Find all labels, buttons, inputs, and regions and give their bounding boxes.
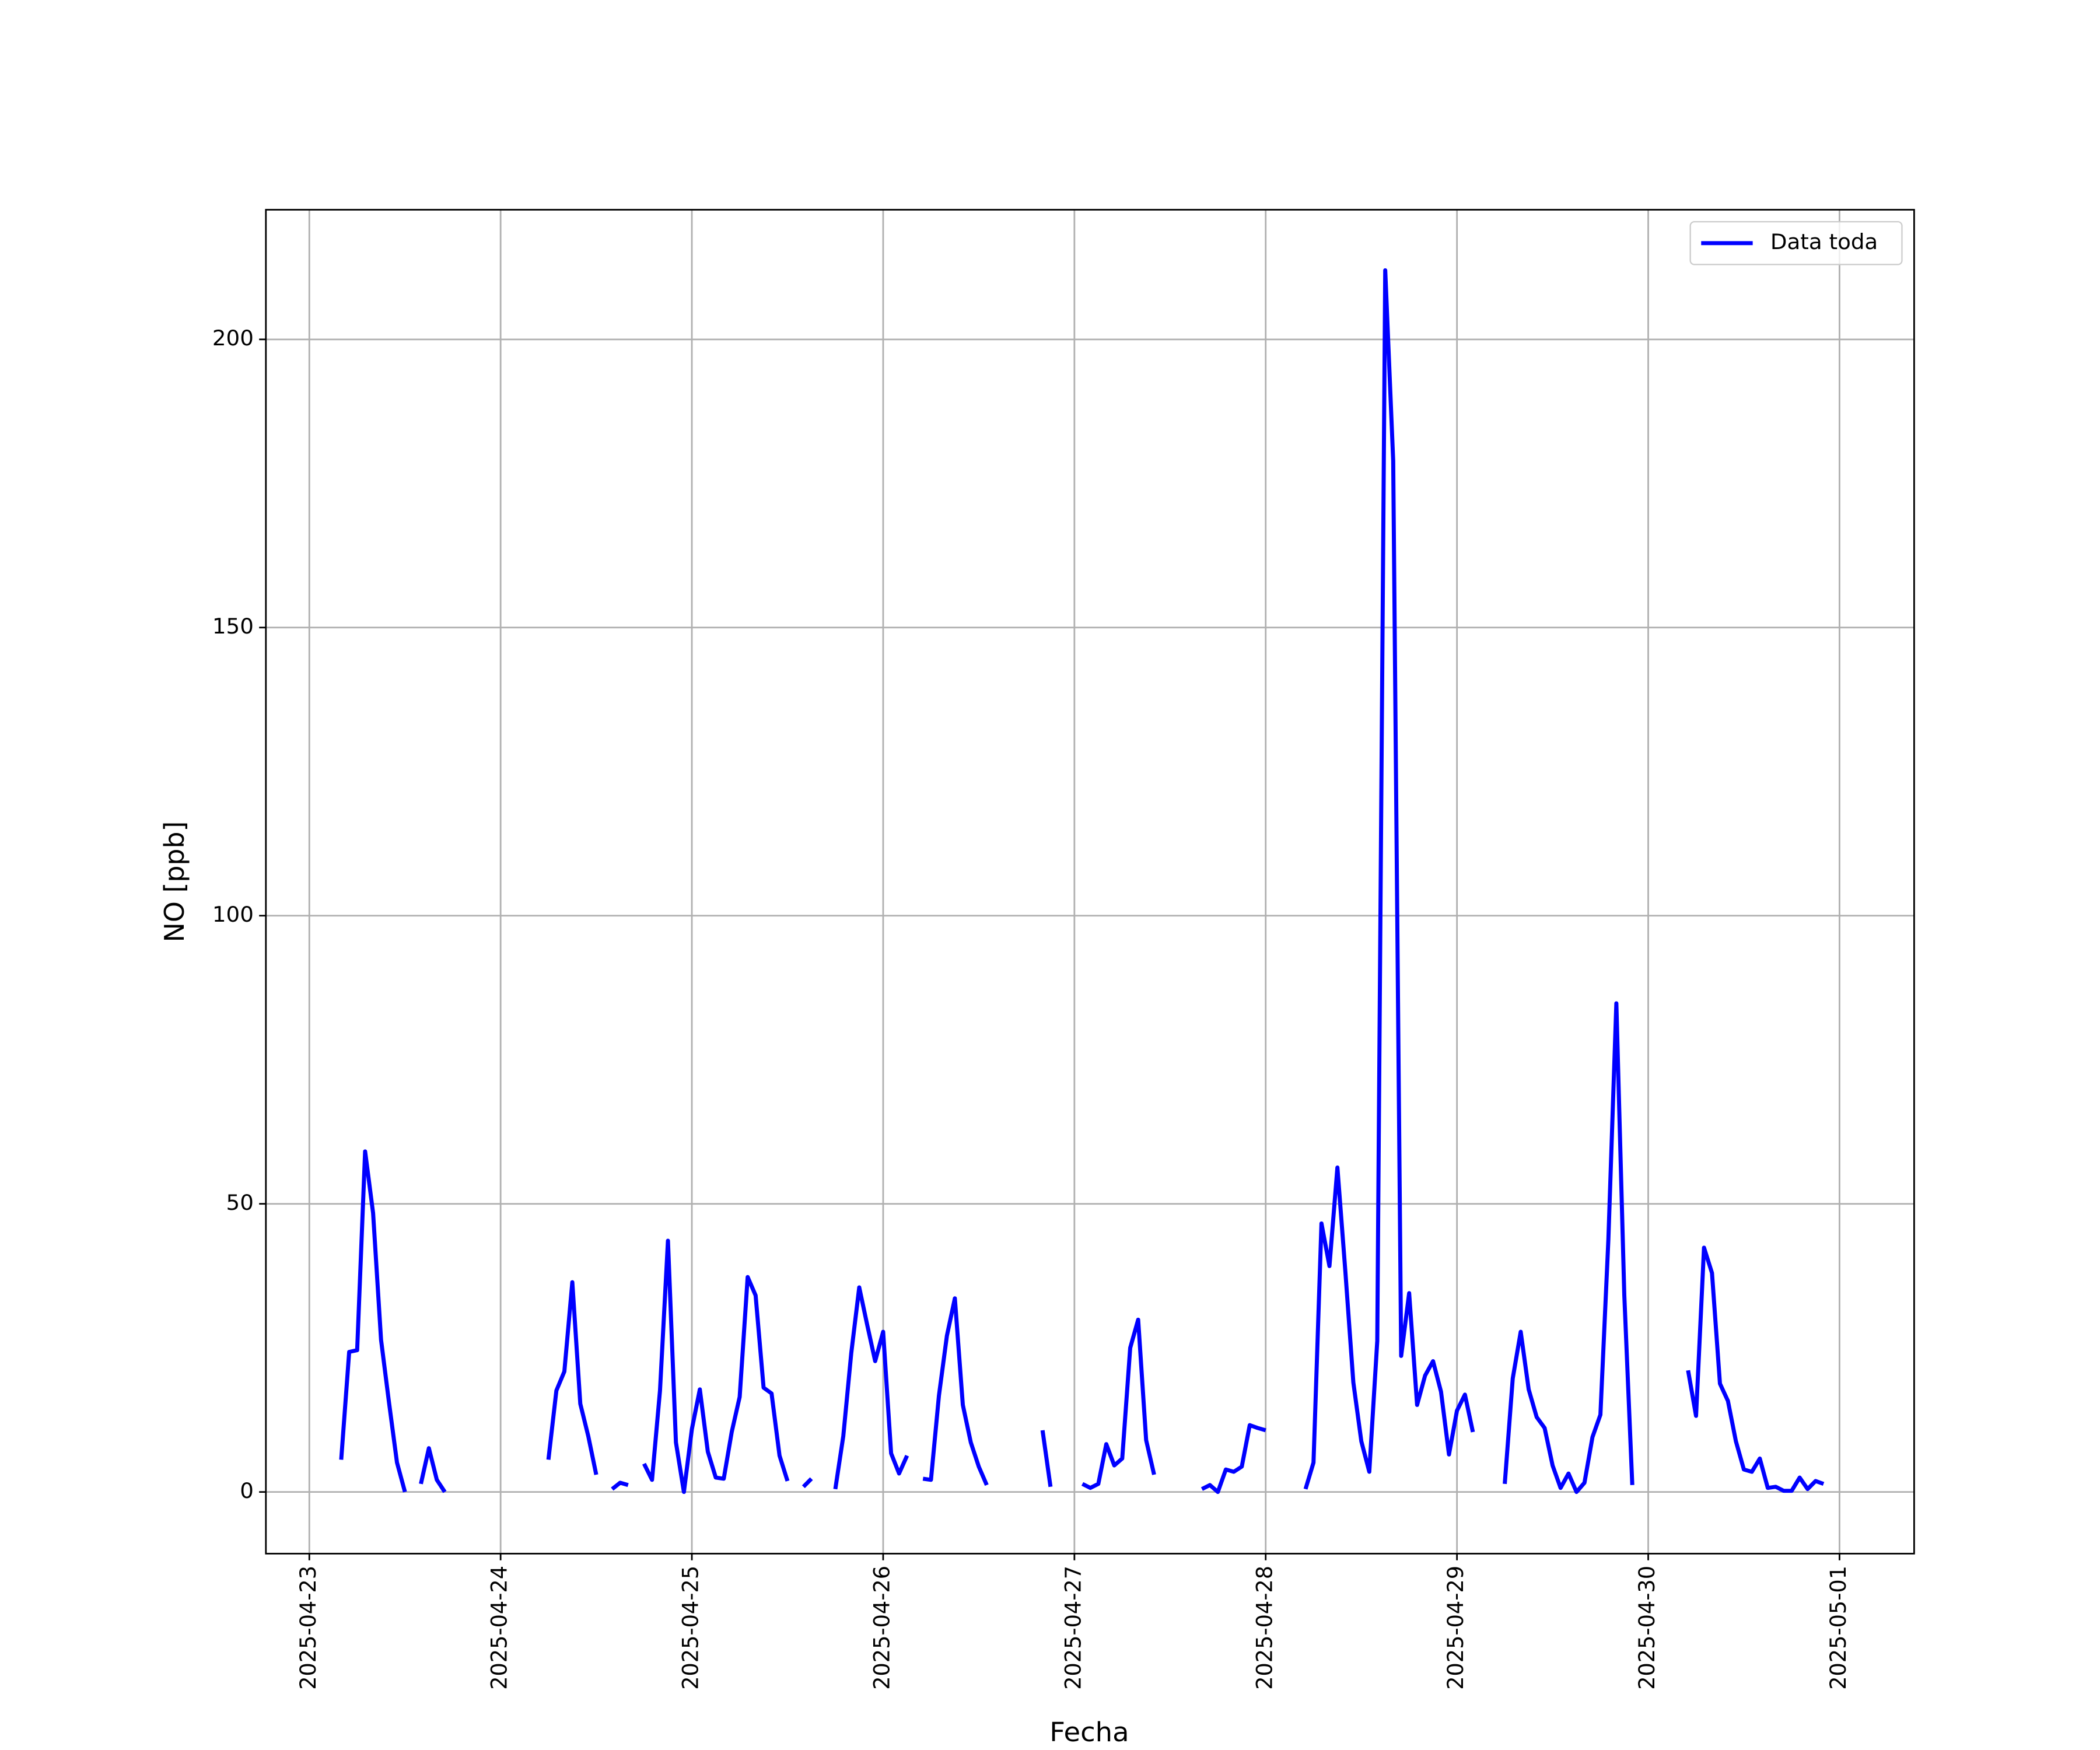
y-tick-label: 150 xyxy=(212,614,254,639)
plot-area xyxy=(339,268,1825,1494)
legend: Data toda xyxy=(1689,221,1903,265)
y-tick-label: 0 xyxy=(240,1478,254,1503)
ticks: 0 50 100 150 200 2025-04-23 2025-04-24 2025-04-… xyxy=(212,326,1851,1690)
x-tick-label: 2025-04-25 xyxy=(678,1566,703,1690)
x-tick-label: 2025-04-27 xyxy=(1060,1566,1086,1690)
x-tick-label: 2025-04-29 xyxy=(1443,1566,1468,1690)
y-axis-label: NO [ppb] xyxy=(159,821,190,943)
x-tick-label: 2025-04-28 xyxy=(1252,1566,1277,1690)
x-tick-label: 2025-05-01 xyxy=(1826,1566,1851,1690)
legend-box xyxy=(1689,221,1903,265)
x-tick-label: 2025-04-30 xyxy=(1634,1566,1660,1690)
x-tick-label: 2025-04-24 xyxy=(487,1566,512,1690)
y-tick-label: 200 xyxy=(212,326,254,351)
y-tick-label: 100 xyxy=(212,902,254,927)
legend-label: Data toda xyxy=(1770,229,1878,254)
grid xyxy=(265,209,1915,1554)
x-tick-label: 2025-04-26 xyxy=(869,1566,894,1690)
x-tick-label: 2025-04-23 xyxy=(296,1566,321,1690)
x-axis-label: Fecha xyxy=(1049,1716,1129,1748)
data-line xyxy=(339,268,1825,1494)
axes-frame xyxy=(265,209,1915,1555)
y-tick-label: 50 xyxy=(226,1190,254,1215)
